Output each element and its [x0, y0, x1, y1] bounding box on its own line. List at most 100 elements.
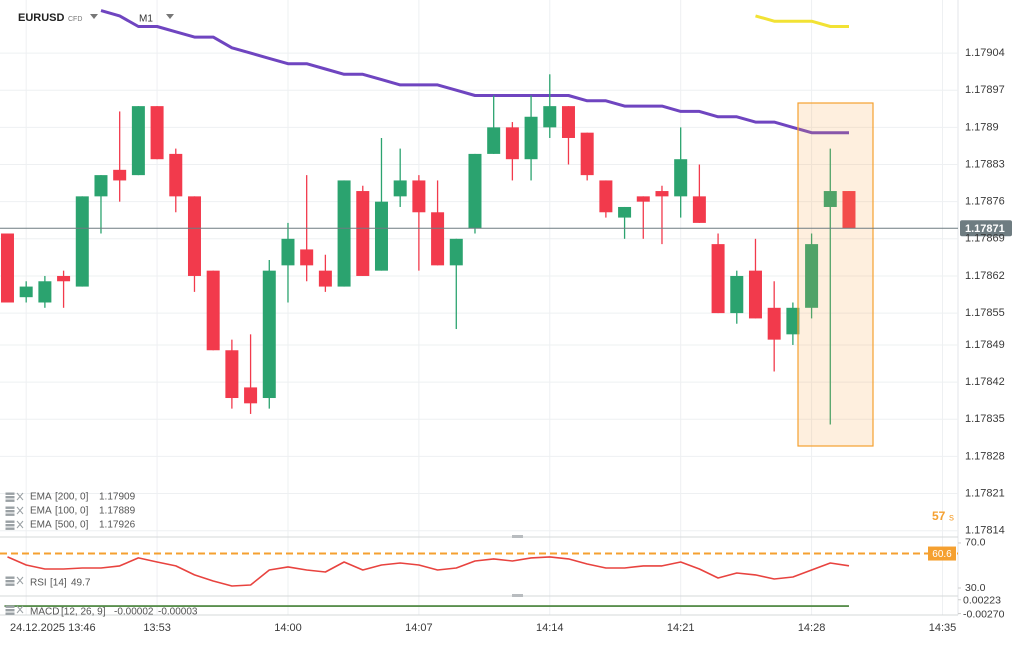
legend-name: MACD: [30, 607, 59, 618]
candle-body: [561, 106, 575, 138]
legend-params: [12, 26, 9]: [61, 607, 106, 618]
candle-body: [0, 233, 14, 303]
candle-body: [468, 153, 482, 229]
indicator-lines: [0, 9, 958, 607]
instrument-type: CFD: [68, 16, 82, 23]
y-tick-label: 1.17814: [965, 525, 1005, 537]
candle-body: [767, 307, 781, 340]
y-tick-label: 1.17897: [965, 84, 1005, 96]
legend-params: [500, 0]: [55, 520, 89, 531]
legend-value: 49.7: [71, 578, 91, 589]
macd-tick-label: 0.00223: [963, 595, 1001, 607]
candle-body: [38, 281, 52, 303]
candle-body: [431, 212, 445, 266]
x-tick-label: 14:14: [536, 622, 564, 634]
candle-body: [318, 270, 332, 287]
y-tick-label: 1.17904: [965, 47, 1005, 59]
y-tick-label: 1.17835: [965, 413, 1005, 425]
candle-body: [393, 180, 407, 197]
candle-body: [94, 175, 108, 197]
resize-handle[interactable]: [512, 594, 523, 597]
candle-body: [692, 196, 706, 223]
legend-name: EMA: [30, 506, 52, 517]
macd-tick-label: -0.00270: [963, 608, 1005, 620]
y-tick-label: 1.1789: [965, 121, 999, 133]
candle-body: [487, 127, 501, 154]
timeframe[interactable]: M1: [139, 14, 153, 25]
x-tick-label: 13:53: [143, 622, 171, 634]
y-tick-label: 1.17828: [965, 450, 1005, 462]
candle-body: [19, 286, 33, 298]
candle-body: [412, 180, 426, 213]
candle-body: [374, 201, 388, 271]
candles: [0, 74, 856, 425]
candle-body: [131, 106, 145, 176]
dropdown-arrow[interactable]: [166, 14, 174, 19]
rsi-tick-label: 70.0: [965, 537, 986, 549]
ema-line: [755, 14, 849, 28]
ema-200-icons[interactable]: [5, 492, 24, 502]
ema-line: [100, 9, 849, 135]
candle-body: [842, 191, 856, 229]
legend-value: 1.17926: [99, 520, 136, 531]
x-tick-label: 14:21: [667, 622, 695, 634]
candle-body: [786, 307, 800, 335]
overlay: 1.17871 60.6: [0, 220, 1012, 561]
y-tick-label: 1.17821: [965, 487, 1005, 499]
candle-body: [169, 153, 183, 197]
symbol[interactable]: EURUSD: [18, 12, 65, 24]
candle-body: [524, 116, 538, 160]
y-tick-label: 1.17862: [965, 270, 1005, 282]
legend-params: [14]: [50, 578, 67, 589]
legend-icons: [5, 492, 24, 615]
y-tick-label: 1.17842: [965, 376, 1005, 388]
candle-body: [206, 270, 220, 351]
legend-value: -0.00002: [114, 607, 154, 618]
last-price-badge: [960, 220, 1012, 237]
countdown-unit: s: [949, 513, 954, 524]
rsi-line: [7, 556, 850, 587]
candle-body: [823, 191, 837, 207]
macd-icons[interactable]: [5, 605, 24, 615]
legend-params: [100, 0]: [55, 506, 89, 517]
candle-body: [674, 159, 688, 197]
y-tick-label: 1.17849: [965, 339, 1005, 351]
ema-100-icons[interactable]: [5, 506, 24, 516]
y-tick-label: 1.17876: [965, 196, 1005, 208]
x-tick-label: 14:35: [929, 622, 957, 634]
candle-body: [636, 196, 650, 202]
candle-body: [599, 180, 613, 213]
candle-body: [655, 191, 669, 197]
highlight-box: [797, 102, 874, 447]
resize-handle[interactable]: [512, 535, 523, 538]
rsi-tick-label: 30.0: [965, 582, 986, 594]
rsi-level-label: 60.6: [932, 549, 952, 560]
candle-body: [337, 180, 351, 287]
candle-body: [244, 387, 258, 404]
candle-body: [57, 275, 71, 282]
last-price-label: 1.17871: [965, 223, 1005, 235]
candle-body: [262, 270, 276, 399]
ema-500-icons[interactable]: [5, 520, 24, 530]
candle-body: [225, 350, 239, 399]
rsi-icons[interactable]: [5, 576, 24, 586]
candle-body: [281, 238, 295, 266]
candle-body: [113, 169, 127, 181]
legend-params: [200, 0]: [55, 492, 89, 503]
candle-body: [150, 106, 164, 160]
candle-body: [618, 206, 632, 218]
legend-name: EMA: [30, 492, 52, 503]
countdown-value: 57: [932, 509, 946, 523]
legend-value: 1.17889: [99, 506, 136, 517]
candle-body: [356, 191, 370, 276]
dropdown-arrow[interactable]: [90, 14, 98, 19]
x-tick-label: 14:00: [274, 622, 302, 634]
x-tick-label: 14:07: [405, 622, 433, 634]
candle-body: [711, 244, 725, 314]
candle-body: [505, 127, 519, 160]
legend-name: RSI: [30, 578, 47, 589]
y-tick-label: 1.17883: [965, 158, 1005, 170]
candle-body: [730, 275, 744, 314]
